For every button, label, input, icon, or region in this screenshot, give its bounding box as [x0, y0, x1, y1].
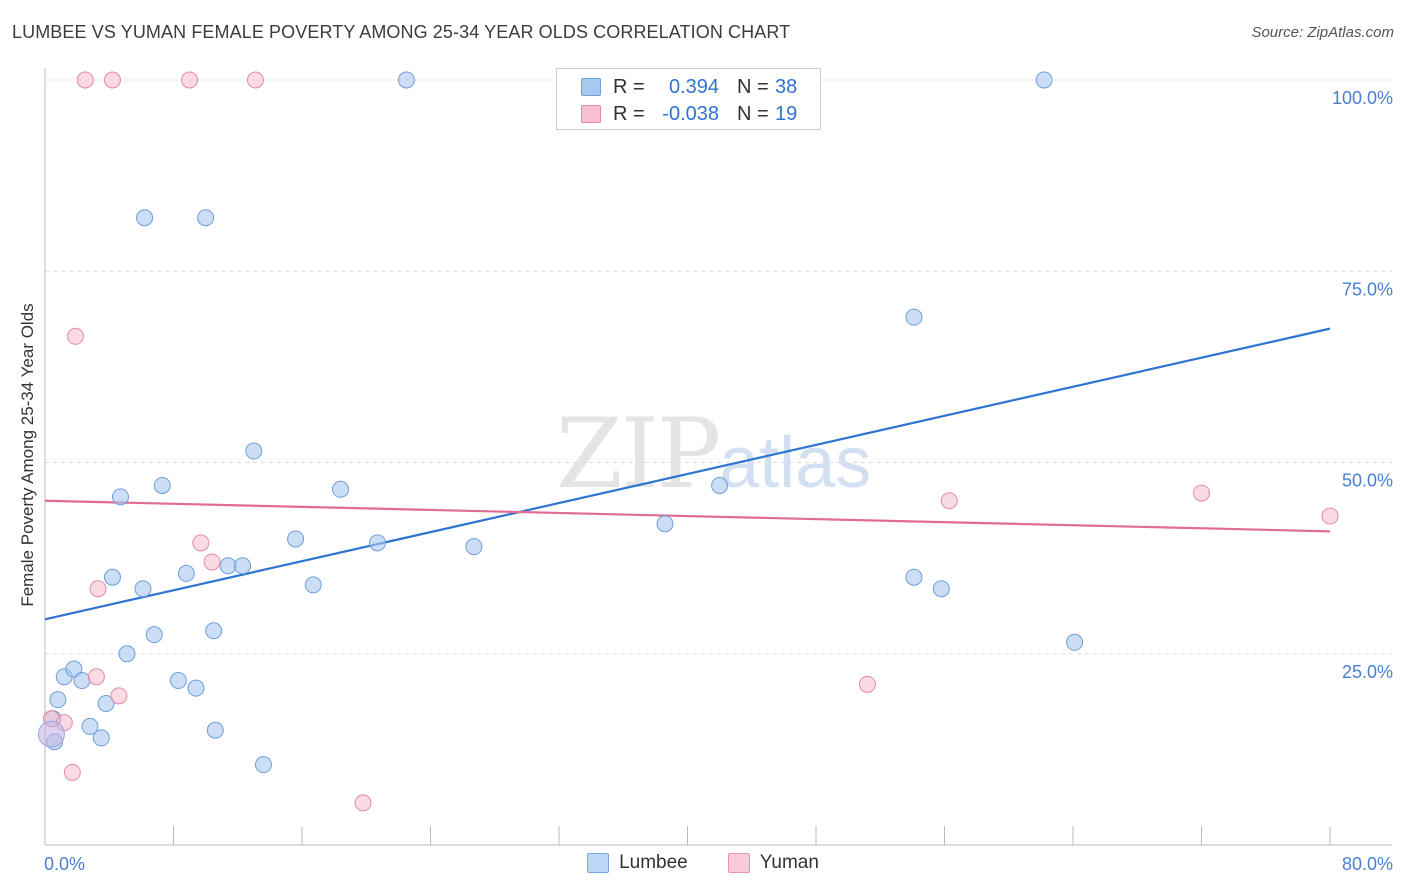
lumbee-swatch [581, 78, 601, 96]
yuman-point [203, 553, 221, 571]
lumbee-point [1066, 633, 1084, 651]
series-legend: Lumbee Yuman [0, 852, 1406, 874]
yuman-point [858, 675, 876, 693]
legend-item-yuman[interactable]: Yuman [727, 852, 819, 874]
lumbee-point [656, 515, 674, 533]
lumbee-point [206, 721, 224, 739]
x-tick-label: 80.0% [1342, 854, 1393, 874]
y-tick-label: 25.0% [1342, 662, 1393, 682]
correlation-legend: R = 0.394 N = 38 R = -0.038 N = 19 [556, 68, 821, 130]
lumbee-point [905, 308, 923, 326]
lumbee-point [177, 564, 195, 582]
legend-r-label: R = [613, 102, 645, 125]
tick-labels: 25.0% 50.0% 75.0% 100.0% 0.0% 80.0% [44, 88, 1393, 874]
legend-r-label: R = [613, 75, 645, 98]
lumbee-point [136, 209, 154, 227]
yuman-point [67, 327, 85, 345]
yuman-point [354, 794, 372, 812]
lumbee-point [287, 530, 305, 548]
lumbee-point [234, 557, 252, 575]
lumbee-point [205, 622, 223, 640]
legend-n-label: N = [737, 75, 769, 98]
lumbee-point [103, 568, 121, 586]
yuman-point [1193, 484, 1210, 502]
lumbee-trend-line [44, 327, 1331, 621]
yuman-trend-line [44, 499, 1331, 533]
legend-row-lumbee: R = 0.394 N = 38 [581, 75, 805, 99]
lumbee-point [254, 756, 272, 774]
lumbee-point [219, 557, 237, 575]
legend-item-label: Lumbee [619, 852, 688, 873]
lumbee-point [197, 209, 215, 227]
overlap-cluster-point [37, 720, 65, 748]
lumbee-point [368, 534, 386, 552]
lumbee-point [304, 576, 322, 594]
lumbee-point [118, 645, 136, 663]
yuman-point [940, 492, 958, 510]
yuman-point [63, 763, 81, 781]
lumbee-point [187, 679, 205, 697]
yuman-point [181, 71, 199, 89]
trend-lines [44, 327, 1331, 621]
lumbee-point [81, 717, 99, 735]
lumbee-point [111, 488, 129, 506]
lumbee-point [332, 480, 350, 498]
yuman-point [103, 71, 121, 89]
lumbee-point [905, 568, 923, 586]
lumbee-point [134, 580, 152, 598]
source-credit: Source: ZipAtlas.com [1251, 24, 1394, 41]
legend-n-value: 19 [775, 102, 798, 125]
y-axis-label: Female Poverty Among 25-34 Year Olds [18, 303, 37, 607]
y-tick-label: 50.0% [1342, 471, 1393, 491]
data-points [37, 71, 1339, 812]
yuman-point [110, 687, 128, 705]
watermark-zip: ZIP [556, 398, 721, 510]
legend-n-value: 38 [775, 75, 798, 98]
lumbee-point [97, 694, 115, 712]
lumbee-point [245, 442, 263, 460]
lumbee-point [49, 691, 67, 709]
lumbee-point [73, 672, 91, 690]
lumbee-point [711, 476, 729, 494]
y-tick-label: 75.0% [1342, 279, 1393, 299]
lumbee-point [397, 71, 415, 89]
legend-n-label: N = [737, 102, 769, 125]
lumbee-point [169, 672, 187, 690]
yuman-point [192, 534, 210, 552]
lumbee-point [932, 580, 950, 598]
lumbee-point [145, 626, 163, 644]
yuman-swatch [581, 105, 601, 123]
y-tick-label: 100.0% [1332, 88, 1393, 108]
yuman-legend-swatch [727, 853, 750, 873]
yuman-point [87, 668, 105, 686]
legend-r-value: -0.038 [662, 102, 719, 125]
legend-item-label: Yuman [759, 852, 819, 873]
yuman-point [76, 71, 94, 89]
x-tick-label: 0.0% [44, 854, 85, 874]
yuman-point [89, 580, 107, 598]
lumbee-legend-swatch [587, 853, 610, 873]
yuman-point [1321, 507, 1339, 525]
lumbee-point [1035, 71, 1053, 89]
chart-title: LUMBEE VS YUMAN FEMALE POVERTY AMONG 25-… [12, 22, 791, 42]
lumbee-point [465, 538, 483, 556]
lumbee-point [92, 729, 110, 747]
legend-r-value: 0.394 [668, 75, 719, 98]
lumbee-point [153, 476, 171, 494]
axes [44, 68, 1392, 846]
legend-row-yuman: R = -0.038 N = 19 [581, 102, 805, 126]
legend-item-lumbee[interactable]: Lumbee [587, 852, 688, 874]
yuman-point [246, 71, 264, 89]
